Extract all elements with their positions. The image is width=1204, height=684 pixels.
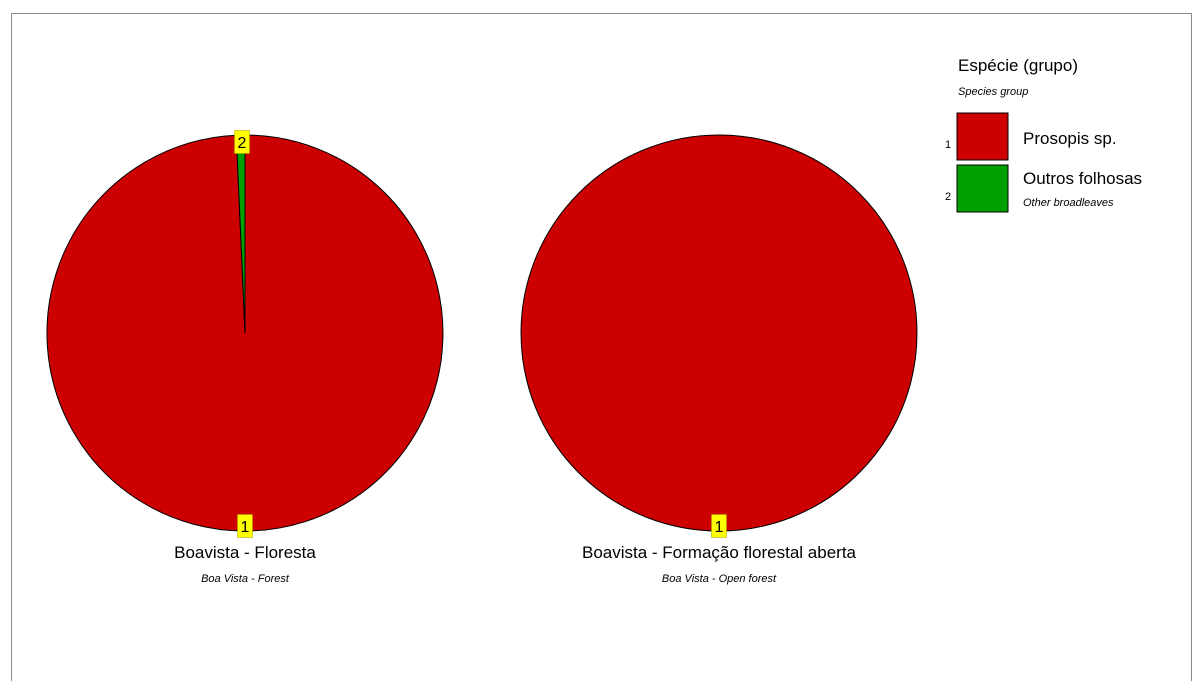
legend-entry-1: 1 Prosopis sp.: [945, 112, 1117, 161]
legend-entry-2-swatch: [956, 164, 1009, 213]
pie-1: 1 2 Boavista - Floresta Boa Vista - Forest: [46, 130, 444, 585]
pie-2-slice-1-label: 1: [711, 514, 727, 538]
legend-entry-1-swatch: [956, 112, 1009, 161]
svg-text:2: 2: [238, 135, 247, 152]
pie-2-title: Boavista - Formação florestal aberta: [582, 543, 857, 562]
legend-entry-2-label: Outros folhosas: [1023, 169, 1142, 188]
legend: Espécie (grupo) Species group 1 Prosopis…: [945, 56, 1142, 213]
pie-1-slice-2-label: 2: [234, 130, 250, 154]
legend-entry-1-number: 1: [945, 139, 951, 151]
legend-entry-2: 2 Outros folhosas Other broadleaves: [945, 164, 1142, 213]
pie-1-subtitle: Boa Vista - Forest: [201, 573, 290, 585]
svg-text:1: 1: [241, 519, 250, 536]
legend-title: Espécie (grupo): [958, 56, 1078, 75]
pie-1-title: Boavista - Floresta: [174, 543, 316, 562]
pie-2-subtitle: Boa Vista - Open forest: [662, 573, 777, 585]
pie-2: 1 Boavista - Formação florestal aberta Boa…: [520, 134, 918, 585]
svg-text:1: 1: [715, 519, 724, 536]
legend-entry-2-sublabel: Other broadleaves: [1023, 197, 1114, 209]
pie-1-slice-1-label: 1: [237, 514, 253, 538]
legend-entry-1-label: Prosopis sp.: [1023, 129, 1117, 148]
pie-2-slice-1: [520, 134, 918, 532]
legend-subtitle: Species group: [958, 86, 1028, 98]
legend-entry-2-number: 2: [945, 191, 951, 203]
